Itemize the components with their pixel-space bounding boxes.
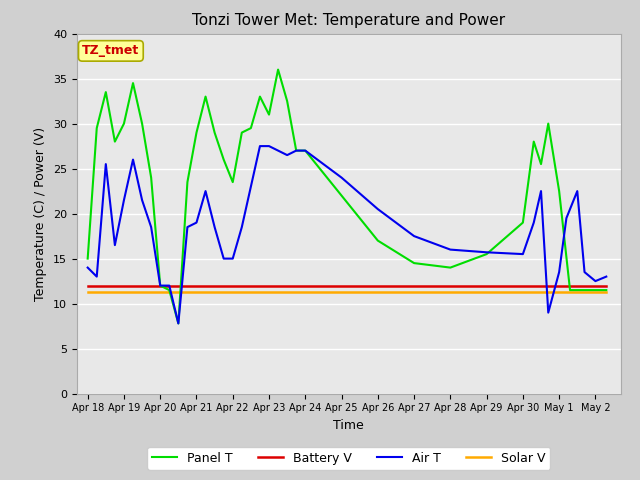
Panel T [120,120,128,126]
Air T [563,215,570,221]
Air T [483,250,490,255]
Air T [175,321,182,326]
Line: Panel T: Panel T [88,70,606,324]
Line: Air T: Air T [88,146,606,324]
Panel T [102,89,109,95]
Panel T [202,94,209,99]
Panel T [138,120,146,126]
Panel T [556,188,563,194]
Panel T [447,264,454,270]
Air T [284,152,291,158]
Air T [580,269,588,275]
Panel T [229,179,237,185]
Air T [602,274,610,279]
Air T [338,175,346,180]
Air T [238,224,246,230]
X-axis label: Time: Time [333,419,364,432]
Air T [545,310,552,315]
Panel T [410,260,418,266]
Panel T [147,175,155,180]
Panel T [374,238,381,243]
Panel T [193,130,200,135]
Air T [591,278,599,284]
Air T [447,247,454,252]
Panel T [591,287,599,293]
Text: TZ_tmet: TZ_tmet [82,44,140,58]
Panel T [165,287,173,293]
Air T [193,220,200,226]
Air T [211,224,218,230]
Air T [247,184,255,190]
Panel T [184,179,191,185]
Panel T [519,220,527,226]
Air T [120,197,128,203]
Air T [374,206,381,212]
Panel T [338,192,346,199]
Panel T [111,139,119,144]
Panel T [265,112,273,118]
Panel T [211,130,218,135]
Air T [102,161,109,167]
Air T [93,274,100,279]
Panel T [530,139,538,144]
Air T [129,156,137,162]
Air T [165,283,173,288]
Panel T [301,148,309,154]
Panel T [545,120,552,126]
Panel T [84,256,92,262]
Panel T [566,287,574,293]
Panel T [573,287,581,293]
Panel T [220,156,228,162]
Panel T [93,125,100,131]
Air T [301,148,309,154]
Panel T [580,287,588,293]
Air T [184,224,191,230]
Air T [156,283,164,288]
Y-axis label: Temperature (C) / Power (V): Temperature (C) / Power (V) [35,127,47,300]
Air T [274,148,282,154]
Air T [220,256,228,262]
Air T [556,269,563,275]
Air T [84,264,92,270]
Panel T [238,130,246,135]
Panel T [175,321,182,326]
Air T [265,143,273,149]
Panel T [292,148,300,154]
Air T [519,251,527,257]
Panel T [537,161,545,167]
Panel T [156,283,164,288]
Panel T [129,80,137,86]
Air T [138,197,146,203]
Air T [147,224,155,230]
Panel T [256,94,264,99]
Panel T [602,287,610,293]
Legend: Panel T, Battery V, Air T, Solar V: Panel T, Battery V, Air T, Solar V [147,447,550,469]
Panel T [284,98,291,104]
Panel T [247,125,255,131]
Title: Tonzi Tower Met: Temperature and Power: Tonzi Tower Met: Temperature and Power [192,13,506,28]
Air T [537,188,545,194]
Panel T [274,67,282,72]
Air T [530,220,538,226]
Air T [202,188,209,194]
Panel T [483,251,490,257]
Air T [111,242,119,248]
Air T [292,148,300,154]
Air T [256,143,264,149]
Air T [229,256,237,262]
Air T [410,233,418,239]
Air T [573,188,581,194]
